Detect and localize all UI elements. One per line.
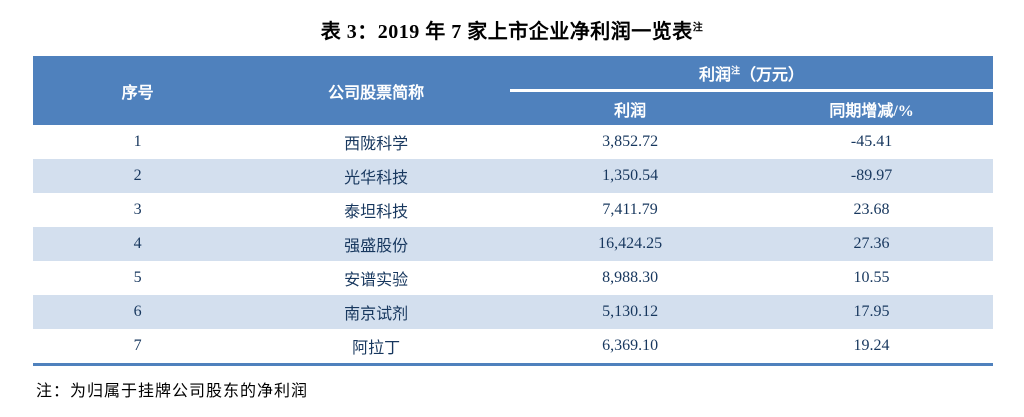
yoy-cell: -45.41	[750, 125, 993, 159]
table-header: 序号 公司股票简称 利润注（万元） 利润 同期增减/%	[33, 56, 993, 125]
yoy-cell: 17.95	[750, 295, 993, 329]
table-row: 3 泰坦科技 7,411.79 23.68	[33, 193, 993, 227]
yoy-cell: 19.24	[750, 329, 993, 365]
footnote: 注：为归属于挂牌公司股东的净利润	[36, 383, 309, 400]
seq-cell: 2	[33, 159, 243, 193]
seq-cell: 4	[33, 227, 243, 261]
table-row: 5 安谱实验 8,988.30 10.55	[33, 261, 993, 295]
table-row: 2 光华科技 1,350.54 -89.97	[33, 159, 993, 193]
company-cell: 泰坦科技	[242, 193, 511, 227]
yoy-cell: 10.55	[750, 261, 993, 295]
header-profit-group-superscript: 注	[731, 65, 741, 76]
company-cell: 安谱实验	[242, 261, 511, 295]
profit-cell: 5,130.12	[510, 295, 751, 329]
table-row: 7 阿拉丁 6,369.10 19.24	[33, 329, 993, 365]
profit-cell: 8,988.30	[510, 261, 751, 295]
header-profit-group: 利润注（万元）	[510, 56, 993, 92]
seq-cell: 7	[33, 329, 243, 365]
page-title-text: 表 3：2019 年 7 家上市企业净利润一览表	[320, 21, 693, 43]
profit-cell: 7,411.79	[510, 193, 751, 227]
header-profit-group-unit: （万元）	[740, 66, 805, 84]
header-seq: 序号	[33, 56, 243, 125]
seq-cell: 6	[33, 295, 243, 329]
table-row: 1 西陇科学 3,852.72 -45.41	[33, 125, 993, 159]
header-sub-profit: 利润	[510, 90, 751, 125]
header-company: 公司股票简称	[242, 56, 511, 125]
profit-cell: 3,852.72	[510, 125, 751, 159]
company-cell: 南京试剂	[242, 295, 511, 329]
company-cell: 阿拉丁	[242, 329, 511, 365]
header-profit-group-main: 利润	[699, 66, 732, 84]
company-cell: 强盛股份	[242, 227, 511, 261]
company-cell: 光华科技	[242, 159, 511, 193]
profit-table: 序号 公司股票简称 利润注（万元） 利润 同期增减/% 1 西陇科学 3,852…	[33, 56, 993, 366]
profit-cell: 1,350.54	[510, 159, 751, 193]
table-row: 4 强盛股份 16,424.25 27.36	[33, 227, 993, 261]
page-title: 表 3：2019 年 7 家上市企业净利润一览表注	[0, 0, 1024, 44]
table-row: 6 南京试剂 5,130.12 17.95	[33, 295, 993, 329]
yoy-cell: -89.97	[750, 159, 993, 193]
company-cell: 西陇科学	[242, 125, 511, 159]
yoy-cell: 23.68	[750, 193, 993, 227]
seq-cell: 3	[33, 193, 243, 227]
seq-cell: 1	[33, 125, 243, 159]
yoy-cell: 27.36	[750, 227, 993, 261]
header-sub-yoy: 同期增减/%	[750, 90, 993, 125]
table-body: 1 西陇科学 3,852.72 -45.41 2 光华科技 1,350.54 -…	[33, 125, 993, 365]
profit-cell: 6,369.10	[510, 329, 751, 365]
seq-cell: 5	[33, 261, 243, 295]
profit-cell: 16,424.25	[510, 227, 751, 261]
page-title-superscript: 注	[692, 22, 704, 34]
